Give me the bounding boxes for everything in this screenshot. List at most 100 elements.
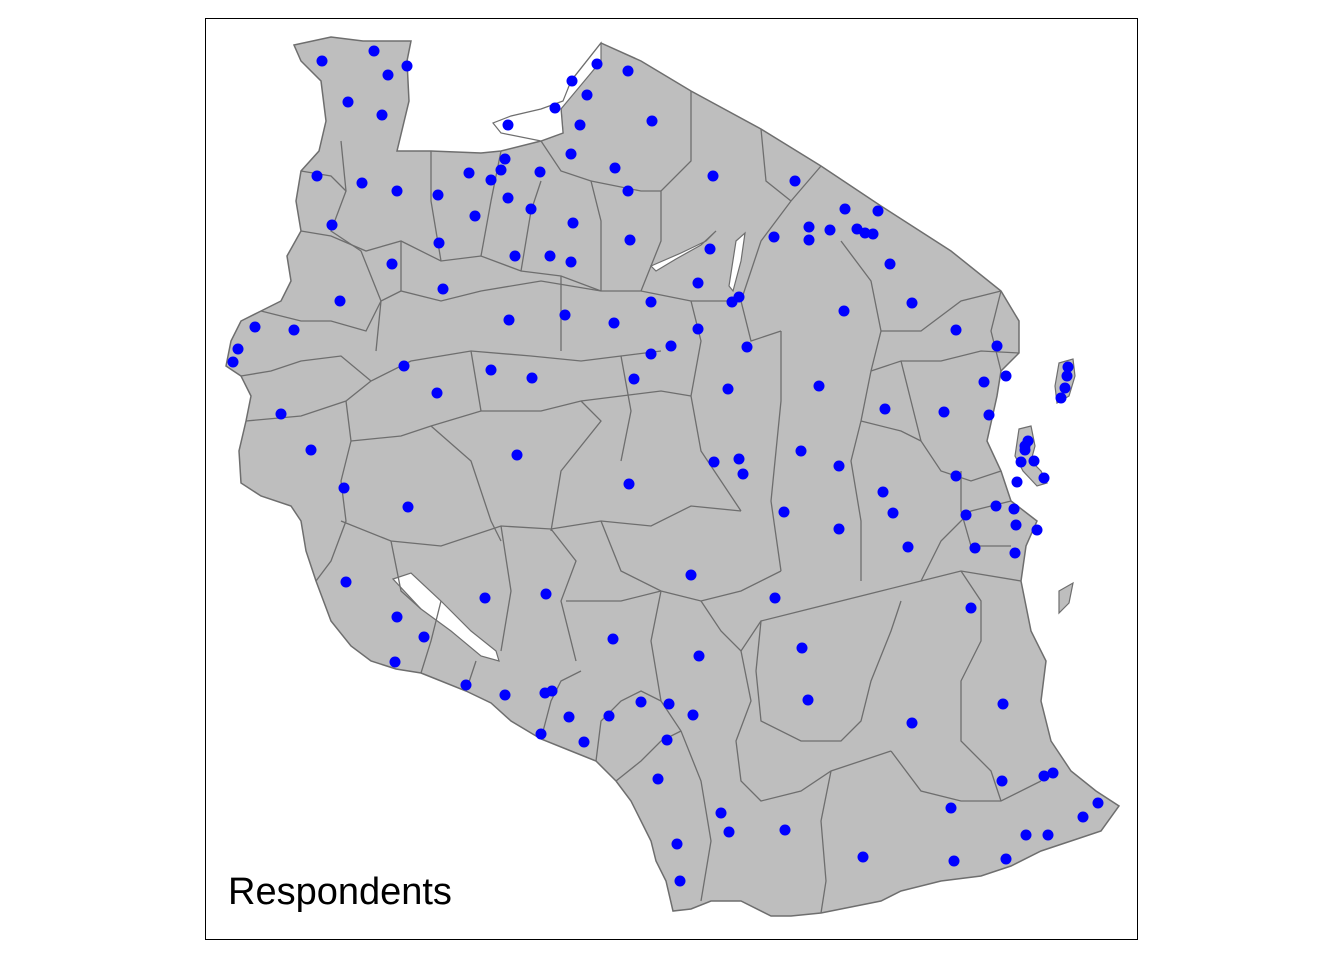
respondent-point [789,175,801,187]
respondent-point [779,824,791,836]
district-border [600,520,782,602]
respondent-point [275,408,287,420]
respondent-point [645,296,657,308]
respondent-point [1047,767,1059,779]
district-border [380,280,741,302]
respondent-point [535,728,547,740]
respondent-point [708,456,720,468]
lake-eyasi [649,230,717,272]
respondent-point [624,234,636,246]
respondent-point [549,102,561,114]
respondent-point [386,258,398,270]
district-border [740,165,822,302]
respondent-point [567,217,579,229]
district-border [590,180,661,192]
respondent-point [803,234,815,246]
respondent-point [965,602,977,614]
district-border [595,690,662,762]
district-border [420,600,442,674]
respondent-point [692,323,704,335]
respondent-point [1055,392,1067,404]
respondent-point [432,189,444,201]
respondent-point [1019,440,1031,452]
respondent-point [311,170,323,182]
respondent-point [463,167,475,179]
respondent-point [356,177,368,189]
district-border [960,570,1002,802]
respondent-point [693,650,705,662]
district-border [550,528,577,662]
district-border [470,350,482,412]
respondent-point [768,231,780,243]
respondent-point [646,115,658,127]
respondent-point [581,89,593,101]
respondent-point [502,119,514,131]
respondent-point [661,734,673,746]
respondent-point [1000,853,1012,865]
respondent-point [969,542,981,554]
respondent-point [796,642,808,654]
district-border [430,425,502,542]
respondent-point [824,224,836,236]
respondent-point [525,203,537,215]
respondent-point [906,297,918,309]
district-border [390,540,422,610]
respondent-point [437,283,449,295]
respondent-point [938,406,950,418]
respondent-point [227,356,239,368]
respondent-point [813,380,825,392]
map-panel: Respondents [205,18,1138,940]
respondent-points [227,45,1104,887]
respondent-point [622,185,634,197]
respondent-point [652,773,664,785]
respondent-point [902,541,914,553]
respondent-point [479,592,491,604]
respondent-point [368,45,380,57]
respondent-point [342,96,354,108]
respondent-point [983,409,995,421]
respondent-point [685,569,697,581]
district-border [330,140,382,352]
respondent-point [1020,829,1032,841]
district-border [760,128,792,202]
lake-manyara [728,231,746,293]
district-border [820,770,832,914]
respondent-point [391,611,403,623]
respondent-point [509,250,521,262]
respondent-point [733,453,745,465]
respondent-point [906,717,918,729]
respondent-point [991,340,1003,352]
respondent-point [1008,503,1020,515]
district-border [860,420,922,442]
respondent-point [565,148,577,160]
respondent-point [603,710,615,722]
respondent-point [591,58,603,70]
respondent-point [418,631,430,643]
respondent-point [316,55,328,67]
respondent-point [578,736,590,748]
respondent-point [722,383,734,395]
respondent-point [960,509,972,521]
respondent-point [769,592,781,604]
respondent-point [726,296,738,308]
respondent-point [609,162,621,174]
mafia-island [1058,581,1074,615]
district-border [755,600,902,742]
respondent-point [608,317,620,329]
district-border [900,360,1002,482]
respondent-point [391,185,403,197]
respondent-point [645,348,657,360]
district-border [350,390,692,442]
respondent-point [485,364,497,376]
respondent-point [499,689,511,701]
respondent-point [795,445,807,457]
respondent-point [1061,370,1073,382]
district-border [300,170,347,192]
respondent-point [802,694,814,706]
respondent-point [715,807,727,819]
mainland [225,36,1121,917]
respondent-point [887,507,899,519]
respondent-point [833,523,845,535]
district-border [960,471,1011,547]
respondent-point [398,360,410,372]
